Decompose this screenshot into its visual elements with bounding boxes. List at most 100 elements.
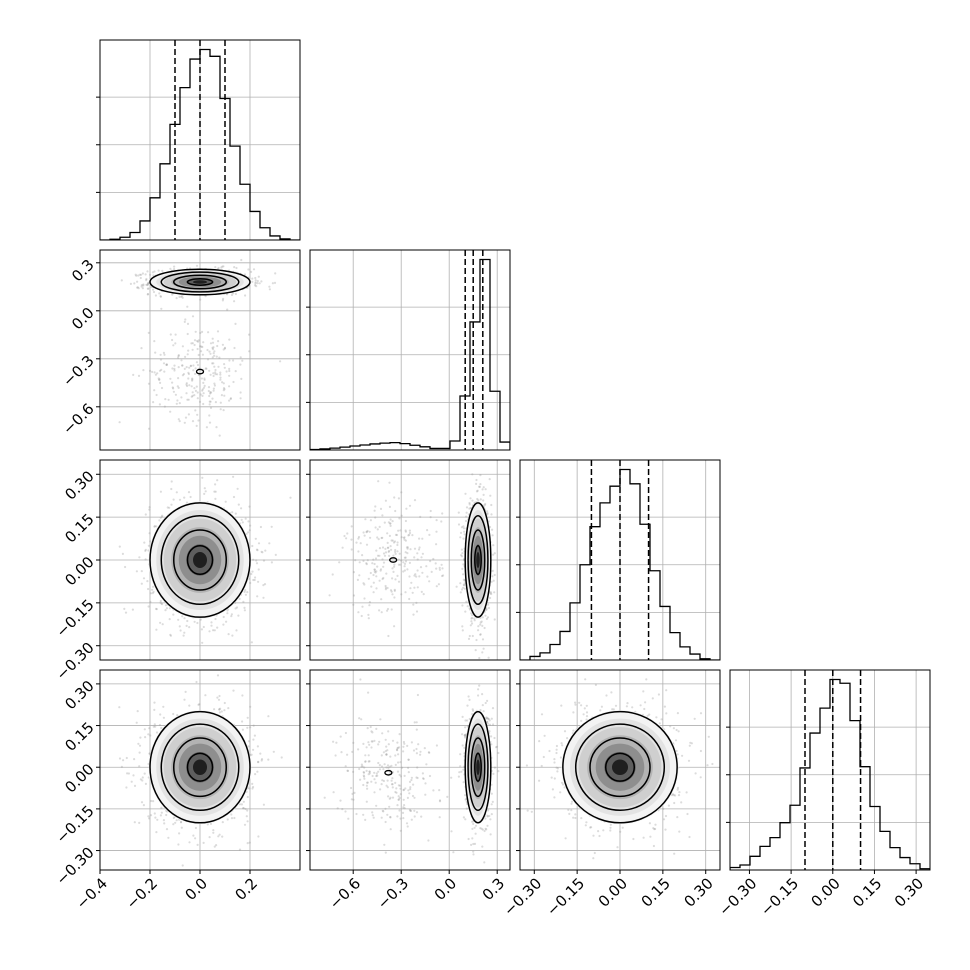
scatter-point — [398, 552, 401, 555]
density-level — [476, 552, 480, 568]
scatter-point — [219, 373, 222, 376]
scatter-point — [254, 576, 257, 579]
scatter-point — [215, 426, 218, 429]
scatter-point — [416, 558, 419, 561]
scatter-point — [406, 546, 409, 549]
scatter-point — [215, 844, 218, 847]
scatter-point — [413, 499, 417, 502]
scatter-point — [392, 554, 395, 557]
scatter-point — [462, 586, 465, 589]
scatter-point — [225, 620, 228, 623]
scatter-point — [161, 269, 164, 272]
scatter-point — [133, 282, 136, 285]
scatter-point — [396, 543, 399, 547]
scatter-point — [397, 558, 400, 561]
scatter-point — [408, 597, 411, 601]
scatter-point — [457, 523, 461, 526]
scatter-point — [190, 395, 193, 398]
scatter-point — [477, 625, 480, 628]
scatter-point — [228, 374, 231, 377]
scatter-point — [147, 549, 150, 552]
scatter-point — [214, 368, 217, 372]
scatter-point — [486, 513, 489, 516]
scatter-point — [372, 591, 375, 594]
scatter-point — [493, 591, 496, 594]
scatter-point — [221, 343, 224, 346]
scatter-point — [368, 530, 371, 533]
scatter-point — [219, 378, 222, 381]
scatter-point — [362, 559, 365, 563]
scatter-point — [137, 374, 141, 377]
scatter-point — [435, 519, 438, 522]
scatter-point — [154, 725, 157, 728]
scatter-point — [390, 608, 393, 611]
scatter-point — [233, 300, 236, 303]
scatter-point — [486, 510, 489, 513]
scatter-point — [377, 480, 380, 483]
scatter-point — [367, 613, 370, 617]
scatter-point — [461, 567, 464, 571]
scatter-point — [140, 284, 143, 287]
scatter-point — [243, 609, 246, 612]
scatter-point — [413, 547, 417, 550]
scatter-point — [260, 759, 263, 762]
scatter-point — [214, 490, 217, 493]
scatter-point — [257, 275, 260, 278]
scatter-point — [136, 280, 139, 283]
scatter-point — [483, 504, 486, 507]
scatter-point — [217, 365, 220, 368]
scatter-point — [194, 330, 197, 333]
scatter-point — [201, 345, 204, 349]
scatter-point — [365, 563, 368, 566]
scatter-point — [400, 593, 403, 596]
scatter-point — [215, 355, 218, 358]
scatter-point — [202, 381, 205, 384]
scatter-point — [148, 532, 151, 535]
scatter-point — [375, 549, 378, 552]
scatter-point — [136, 710, 139, 713]
scatter-point — [192, 369, 195, 372]
scatter-point — [218, 711, 221, 714]
scatter-point — [258, 282, 261, 285]
scatter-point — [191, 394, 194, 397]
scatter-point — [120, 279, 123, 282]
scatter-point — [270, 525, 273, 528]
scatter-point — [187, 371, 190, 374]
scatter-point — [188, 366, 191, 369]
scatter-point — [154, 816, 157, 819]
scatter-point — [274, 272, 277, 275]
scatter-point — [138, 273, 142, 276]
scatter-point — [397, 497, 400, 500]
scatter-point — [162, 351, 165, 354]
scatter-point — [382, 561, 386, 564]
scatter-point — [186, 332, 189, 336]
scatter-point — [252, 578, 255, 582]
scatter-point — [274, 553, 277, 557]
scatter-point — [183, 698, 186, 701]
scatter-point — [159, 599, 162, 603]
scatter-point — [187, 377, 190, 380]
scatter-point — [421, 537, 424, 540]
scatter-point — [181, 345, 184, 348]
scatter-point — [252, 558, 255, 561]
scatter-point — [211, 337, 214, 340]
scatter-point — [223, 388, 226, 391]
scatter-point — [230, 293, 234, 297]
scatter-point — [228, 385, 231, 388]
contour-line — [160, 271, 240, 293]
scatter-point — [400, 559, 403, 562]
scatter-point — [395, 533, 399, 537]
scatter-point — [199, 298, 202, 301]
scatter-point — [200, 350, 203, 353]
contour-line — [389, 557, 398, 563]
scatter-point — [178, 420, 181, 423]
scatter-point — [133, 784, 137, 788]
scatter-point — [205, 426, 208, 429]
scatter-point — [153, 270, 156, 273]
scatter-point — [203, 487, 206, 490]
contour-line — [464, 502, 492, 618]
scatter-point — [248, 529, 251, 532]
scatter-point — [149, 600, 152, 604]
scatter-point — [173, 367, 176, 370]
scatter-point — [172, 613, 175, 616]
